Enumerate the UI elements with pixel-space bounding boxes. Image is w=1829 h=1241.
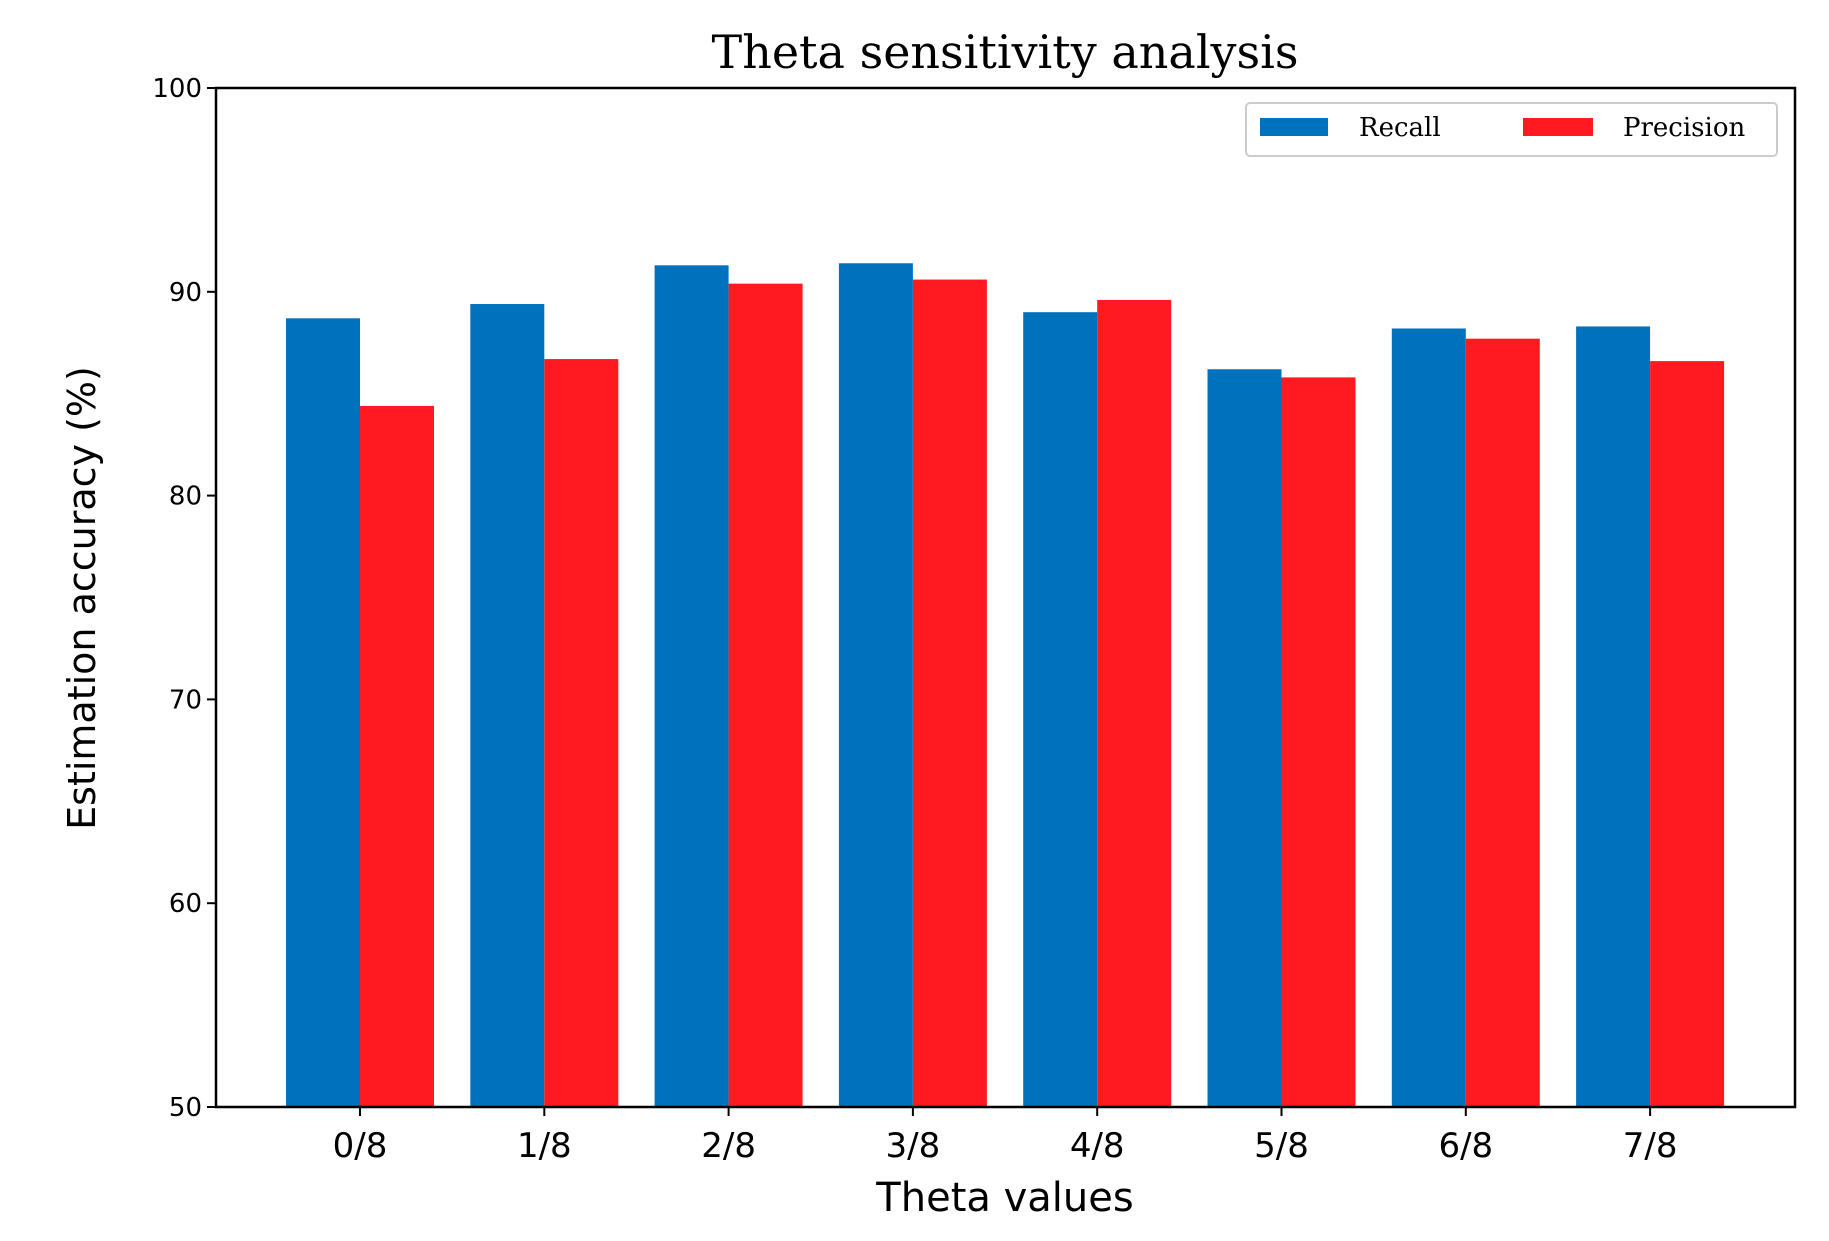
y-tick-label: 50 xyxy=(169,1093,202,1123)
x-tick-label: 0/8 xyxy=(333,1126,388,1166)
bar-recall-5-8 xyxy=(1207,369,1282,1107)
legend-frame xyxy=(1245,102,1778,157)
x-tick-label: 6/8 xyxy=(1438,1126,1493,1166)
bar-recall-2-8 xyxy=(654,265,729,1107)
bar-precision-1-8 xyxy=(544,359,619,1108)
plot-frame xyxy=(214,86,1797,1109)
x-axis-label: Theta values xyxy=(875,1175,1133,1221)
x-tick-label: 5/8 xyxy=(1254,1126,1309,1166)
y-tick-label: 90 xyxy=(169,278,202,308)
bar-recall-4-8 xyxy=(1023,312,1098,1107)
legend-swatch-recall xyxy=(1260,118,1328,136)
chart-title: Theta sensitivity analysis xyxy=(712,25,1299,79)
bar-precision-0-8 xyxy=(360,405,434,1108)
x-tick-label: 3/8 xyxy=(886,1126,941,1166)
bar-precision-4-8 xyxy=(1097,299,1172,1107)
x-tick-label: 2/8 xyxy=(701,1126,756,1166)
y-tick-label: 80 xyxy=(169,482,202,512)
y-tick-label: 100 xyxy=(152,74,202,104)
y-tick-label: 70 xyxy=(169,685,202,715)
legend: Recall Precision xyxy=(1245,102,1778,157)
legend-label-recall: Recall xyxy=(1359,113,1441,143)
y-tick-label: 60 xyxy=(169,889,202,919)
legend-label-precision: Precision xyxy=(1623,113,1745,143)
x-tick-label: 7/8 xyxy=(1623,1126,1678,1166)
bar-recall-7-8 xyxy=(1576,326,1651,1107)
bar-recall-1-8 xyxy=(470,304,545,1107)
x-tick-label: 4/8 xyxy=(1070,1126,1125,1166)
bar-precision-7-8 xyxy=(1650,361,1725,1107)
bar-precision-3-8 xyxy=(912,279,987,1107)
y-axis-label: Estimation accuracy (%) xyxy=(60,366,104,830)
bar-recall-3-8 xyxy=(838,263,913,1107)
bar-precision-6-8 xyxy=(1465,338,1540,1107)
legend-swatch-precision xyxy=(1523,118,1593,136)
bar-precision-2-8 xyxy=(728,283,803,1107)
bar-recall-6-8 xyxy=(1391,328,1466,1107)
bar-recall-0-8 xyxy=(286,318,360,1107)
bar-precision-5-8 xyxy=(1281,377,1356,1107)
x-tick-label: 1/8 xyxy=(517,1126,572,1166)
